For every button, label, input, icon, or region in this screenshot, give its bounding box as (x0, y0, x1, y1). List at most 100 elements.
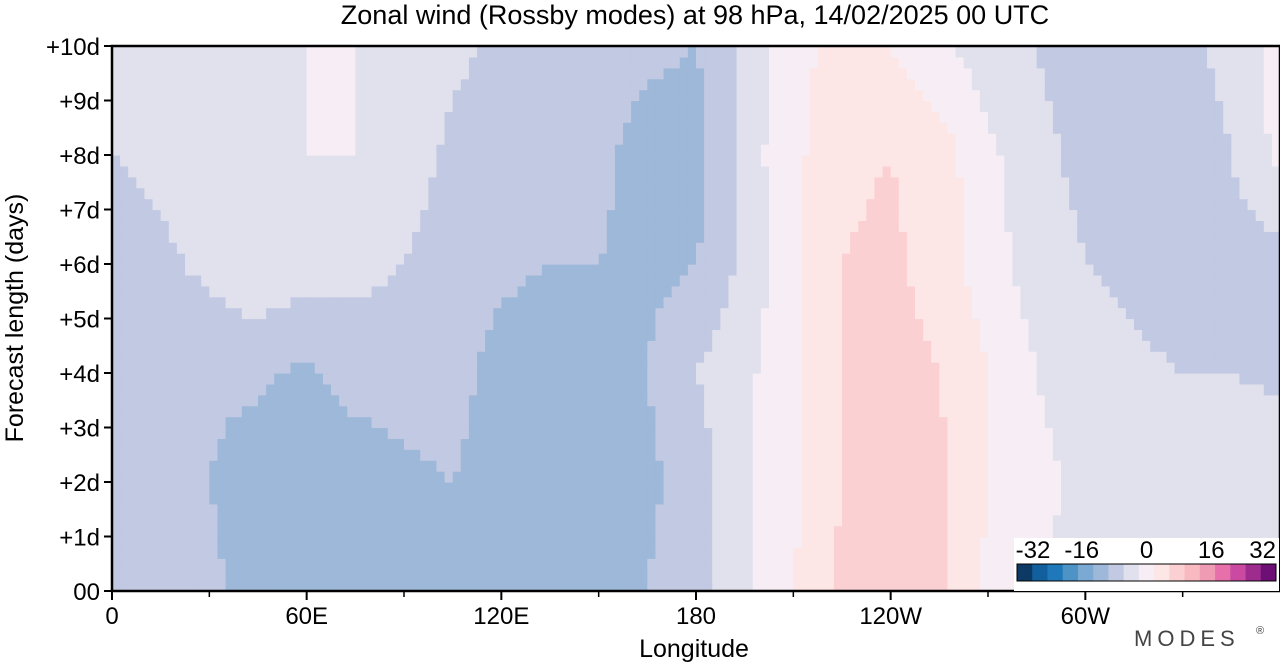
heatmap-cell (282, 329, 292, 341)
heatmap-cell (501, 242, 511, 254)
heatmap-cell (1239, 242, 1249, 254)
heatmap-cell (193, 340, 202, 352)
heatmap-cell (1004, 329, 1013, 341)
heatmap-cell (371, 285, 381, 298)
heatmap-cell (379, 329, 389, 341)
heatmap-cell (120, 569, 129, 581)
heatmap-cell (623, 231, 632, 243)
heatmap-cell (623, 242, 632, 254)
heatmap-cell (590, 351, 600, 363)
heatmap-cell (866, 253, 876, 265)
heatmap-cell (1239, 525, 1249, 538)
heatmap-cell (1198, 253, 1208, 265)
heatmap-cell (258, 307, 267, 320)
heatmap-cell (1207, 492, 1216, 505)
heatmap-cell (509, 264, 519, 276)
heatmap-cell (687, 471, 697, 483)
heatmap-cell (736, 264, 746, 276)
heatmap-cell (387, 394, 397, 407)
heatmap-cell (290, 296, 300, 309)
heatmap-cell (128, 438, 137, 450)
heatmap-cell (468, 580, 478, 592)
heatmap-cell (696, 231, 705, 243)
heatmap-cell (874, 394, 884, 407)
heatmap-cell (266, 209, 275, 221)
heatmap-cell (1004, 449, 1013, 461)
heatmap-cell (1239, 438, 1249, 450)
heatmap-cell (1182, 264, 1192, 276)
heatmap-cell (533, 209, 543, 221)
heatmap-cell (1174, 503, 1184, 516)
heatmap-cell (468, 482, 478, 494)
heatmap-cell (282, 340, 292, 352)
heatmap-cell (209, 471, 219, 483)
heatmap-cell (249, 482, 259, 494)
heatmap-cell (1207, 514, 1216, 527)
heatmap-cell (744, 373, 754, 385)
heatmap-cell (963, 296, 973, 309)
heatmap-cell (1028, 253, 1038, 265)
heatmap-cell (1158, 242, 1168, 254)
heatmap-cell (1150, 492, 1159, 505)
heatmap-cell (1028, 405, 1038, 418)
heatmap-cell (176, 558, 186, 570)
heatmap-cell (744, 503, 754, 516)
heatmap-cell (412, 580, 421, 592)
heatmap-cell (947, 580, 957, 592)
heatmap-cell (890, 503, 900, 516)
heatmap-cell (793, 373, 803, 385)
heatmap-cell (1061, 525, 1070, 538)
heatmap-cell (185, 274, 194, 287)
heatmap-cell (193, 296, 202, 309)
heatmap-cell (712, 383, 721, 396)
heatmap-cell (785, 438, 794, 450)
heatmap-cell (809, 525, 819, 538)
heatmap-cell (728, 318, 738, 330)
heatmap-cell (1198, 525, 1208, 538)
heatmap-cell (1174, 514, 1184, 527)
heatmap-cell (1255, 482, 1265, 494)
heatmap-cell (1142, 394, 1151, 407)
heatmap-cell (704, 362, 713, 374)
heatmap-cell (663, 460, 673, 472)
heatmap-cell (687, 329, 697, 341)
heatmap-cell (209, 351, 219, 363)
heatmap-cell (590, 569, 600, 581)
heatmap-cell (988, 580, 997, 592)
heatmap-cell (1093, 264, 1103, 276)
heatmap-cell (874, 253, 884, 265)
heatmap-cell (988, 242, 997, 254)
heatmap-cell (777, 383, 786, 396)
heatmap-cell (217, 220, 227, 232)
heatmap-cell (744, 558, 754, 570)
heatmap-cell (1117, 438, 1127, 450)
heatmap-cell (404, 525, 413, 538)
heatmap-cell (598, 460, 608, 472)
heatmap-cell (144, 427, 154, 439)
heatmap-cell (493, 231, 502, 243)
heatmap-cell (988, 318, 997, 330)
heatmap-cell (671, 383, 681, 396)
heatmap-cell (509, 209, 519, 221)
heatmap-cell (1061, 471, 1070, 483)
heatmap-cell (152, 329, 162, 341)
heatmap-cell (728, 525, 738, 538)
heatmap-cell (679, 373, 689, 385)
heatmap-cell (460, 340, 470, 352)
heatmap-cell (420, 231, 429, 243)
heatmap-cell (566, 264, 575, 276)
heatmap-cell (769, 351, 778, 363)
heatmap-cell (412, 329, 421, 341)
heatmap-cell (558, 242, 567, 254)
heatmap-cell (1044, 296, 1054, 309)
heatmap-cell (436, 242, 446, 254)
heatmap-cell (168, 296, 178, 309)
heatmap-cell (209, 285, 219, 298)
heatmap-cell (160, 274, 170, 287)
heatmap-cell (1255, 285, 1265, 298)
heatmap-cell (371, 209, 381, 221)
heatmap-cell (850, 514, 859, 527)
heatmap-cell (882, 427, 892, 439)
heatmap-cell (193, 253, 202, 265)
heatmap-cell (1028, 318, 1038, 330)
